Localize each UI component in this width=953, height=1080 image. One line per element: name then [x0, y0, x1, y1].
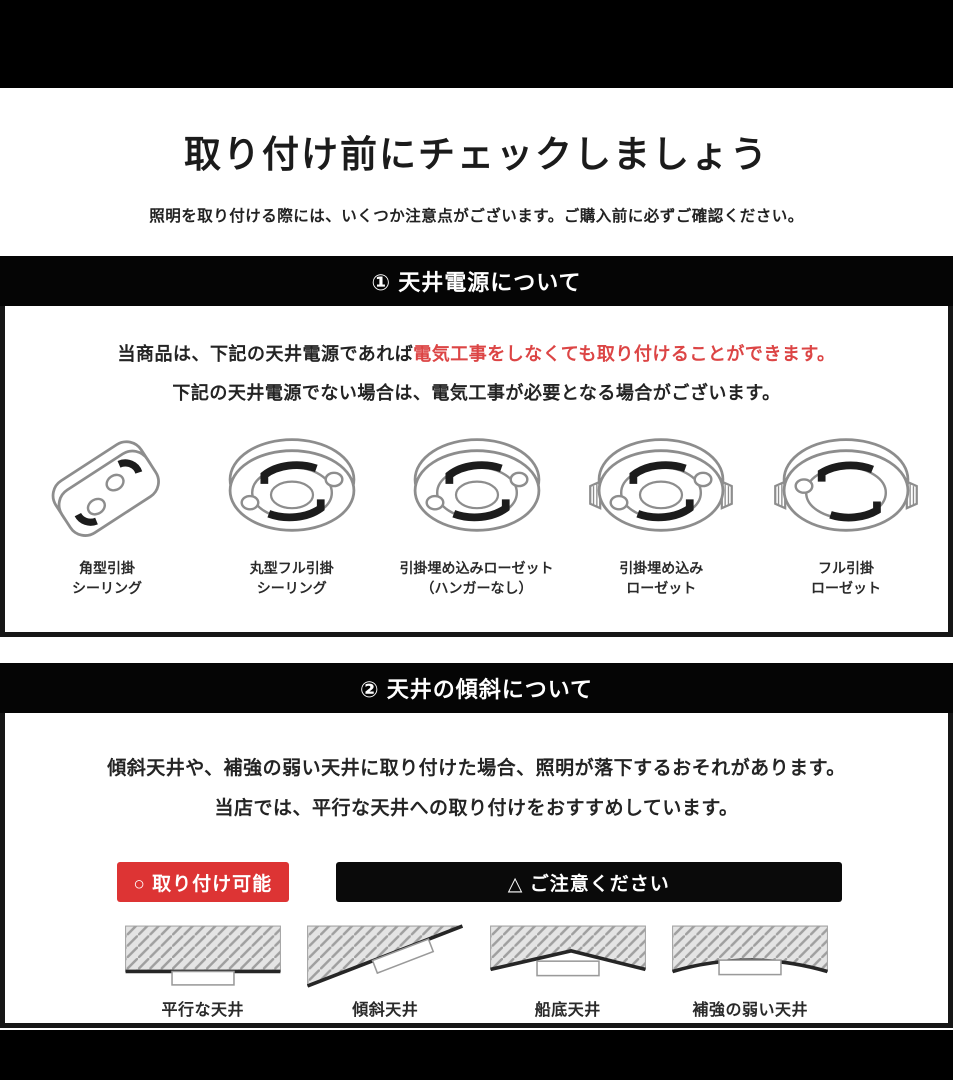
badges-row: ○ 取り付け可能 △ ご注意ください: [112, 862, 842, 902]
list-item: 引掛埋め込みローゼット （ハンガーなし）: [391, 433, 563, 599]
list-item: 平行な天井: [112, 924, 295, 1020]
section2-body-line1: 傾斜天井や、補強の弱い天井に取り付けた場合、照明が落下するおそれがあります。: [107, 758, 846, 779]
ceiling-label: 船底天井: [534, 1002, 601, 1019]
ceiling-types-row: 平行な天井 傾斜天井: [112, 924, 842, 1020]
list-item: 丸型フル引掛 シーリング: [206, 433, 378, 599]
section2-header: ② 天井の傾斜について: [0, 663, 953, 713]
section1-header: ① 天井電源について: [0, 256, 953, 306]
list-item: フル引掛 ローゼット: [760, 433, 932, 599]
section1-body-line1: 当商品は、下記の天井電源であれば電気工事をしなくても取り付けることができます。: [5, 340, 948, 366]
caution-badge: △ ご注意ください: [336, 862, 842, 902]
section1-line1-prefix: 当商品は、下記の天井電源であれば: [117, 344, 414, 364]
socket-label: 引掛埋め込み ローゼット: [619, 560, 704, 597]
full-hook-rosette-icon: [774, 438, 918, 532]
section2-body-line2: 当店では、平行な天井への取り付けをおすすめしています。: [214, 798, 739, 819]
list-item: 引掛埋め込み ローゼット: [575, 433, 747, 599]
section2-body: 傾斜天井や、補強の弱い天井に取り付けた場合、照明が落下するおそれがあります。 当…: [0, 713, 953, 1028]
intro-section: 取り付け前にチェックしましょう 照明を取り付ける際には、いくつか注意点がございま…: [0, 88, 953, 256]
socket-label: フル引掛 ローゼット: [811, 560, 881, 597]
section1-header-label: ① 天井電源について: [371, 270, 582, 295]
socket-label: 丸型フル引掛 シーリング: [249, 560, 334, 597]
page-title: 取り付け前にチェックしましょう: [184, 134, 769, 175]
section1-body-line2: 下記の天井電源でない場合は、電気工事が必要となる場合がございます。: [172, 383, 781, 403]
list-item: 補強の弱い天井: [659, 924, 842, 1020]
top-black-bar: [0, 0, 953, 88]
page-subtitle: 照明を取り付ける際には、いくつか注意点がございます。ご購入前に必ずご確認ください…: [149, 208, 804, 225]
embedded-rosette-icon: [589, 438, 734, 532]
bottom-black-bar: [0, 1030, 953, 1080]
list-item: 角型引掛 シーリング: [21, 433, 193, 599]
flat-ceiling-icon: [124, 925, 281, 986]
ceiling-label: 補強の弱い天井: [692, 1002, 808, 1019]
list-item: 傾斜天井: [294, 924, 477, 1020]
boat-bottom-ceiling-icon: [489, 925, 646, 977]
list-item: 船底天井: [477, 924, 660, 1020]
socket-types-row: 角型引掛 シーリング 丸型フル引掛 シーリング: [5, 433, 948, 599]
round-full-hook-ceiling-icon: [228, 438, 356, 532]
weak-reinforcement-ceiling-icon: [672, 925, 829, 976]
socket-label: 角型引掛 シーリング: [72, 560, 142, 597]
section1-line1-highlight: 電気工事をしなくても取り付けることができます。: [413, 344, 836, 364]
ceiling-label: 平行な天井: [161, 1002, 244, 1019]
ceiling-label: 傾斜天井: [352, 1002, 419, 1019]
square-hook-ceiling-icon: [51, 440, 160, 537]
section2-header-label: ② 天井の傾斜について: [359, 677, 594, 702]
embedded-rosette-no-hanger-icon: [413, 438, 540, 532]
sloped-ceiling-icon: [307, 924, 464, 988]
ok-badge: ○ 取り付け可能: [116, 862, 289, 902]
section1-body: 当商品は、下記の天井電源であれば電気工事をしなくても取り付けることができます。 …: [0, 306, 953, 637]
socket-label: 引掛埋め込みローゼット （ハンガーなし）: [399, 560, 554, 597]
